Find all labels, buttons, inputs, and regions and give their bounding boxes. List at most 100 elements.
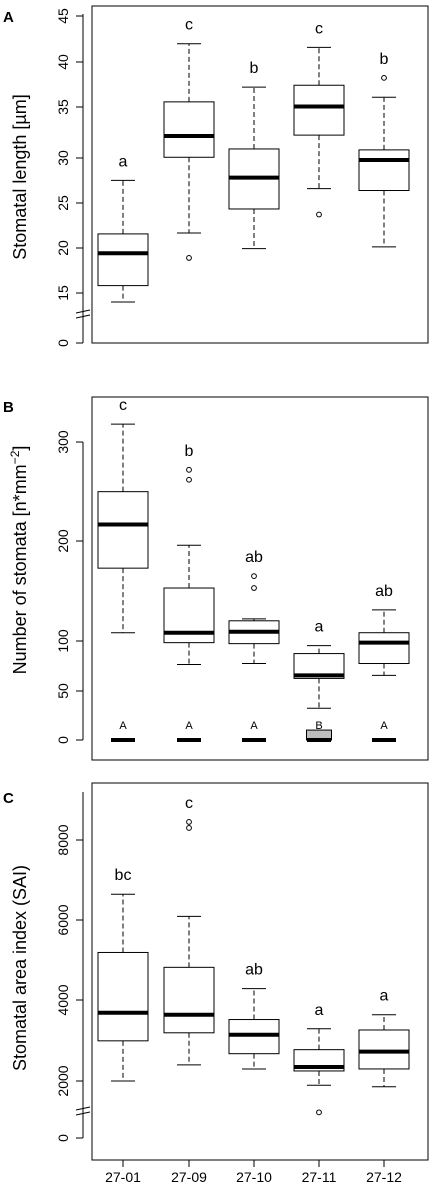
box-group: A [372, 720, 396, 742]
box-group: c [163, 795, 215, 1066]
panel-c-y-tick-label: 0 [55, 1134, 71, 1142]
panel-c-y-tick: 0 [55, 1134, 83, 1142]
panel-c-label: C [3, 790, 14, 807]
box-outlier [186, 819, 192, 825]
box-group: B [306, 720, 332, 742]
group-letter: b [250, 60, 259, 77]
x-tick-label: 27-12 [366, 1169, 402, 1185]
panel-c: C Stomatal area index (SAI) 0 2000 4000 … [3, 782, 429, 1185]
box-outlier [186, 476, 192, 483]
box-group: a [293, 619, 345, 709]
group-letter: a [315, 1002, 324, 1019]
panel-a-y-tick: 45 [55, 8, 83, 24]
panel-b-y-tick-label: 0 [55, 736, 71, 744]
panel-b-y-tick-label: 300 [55, 430, 71, 454]
group-letter: A [380, 720, 388, 732]
panel-c-y-axis-label: Stomatal area index (SAI) [10, 865, 30, 1071]
panel-a-y-tick: 40 [55, 54, 83, 70]
box-group: b [228, 60, 280, 250]
group-letter: A [119, 720, 127, 732]
box-group: b [358, 51, 410, 248]
panel-c-y-tick: 6000 [55, 904, 83, 936]
box-group: ab [228, 549, 280, 665]
panel-c-y-tick: 2000 [55, 1065, 83, 1097]
panel-b-plot-frame [91, 396, 429, 761]
panel-c-y-tick: 8000 [55, 824, 83, 856]
group-letter: ab [245, 549, 263, 566]
panel-b-y-axis-label-main: Number of stomata [n*mm [10, 464, 30, 674]
box-group: c [163, 17, 215, 261]
group-letter: b [380, 51, 389, 68]
panel-b-y-axis-label-sup: −2 [8, 450, 22, 464]
box-outlier [251, 573, 257, 579]
group-letter: b [185, 443, 194, 460]
x-tick: 27-10 [236, 1160, 272, 1185]
group-letter: a [380, 988, 389, 1005]
x-tick: 27-09 [171, 1160, 207, 1185]
panel-a-y-tick: 30 [55, 150, 83, 166]
box-body [163, 101, 215, 158]
group-letter: A [185, 720, 193, 732]
box-outlier [186, 825, 192, 831]
panel-a-plot-frame [91, 5, 429, 344]
panel-b-y-axis-label: Number of stomata [n*mm−2] [8, 446, 30, 675]
panel-a-y-tick-label: 20 [55, 240, 71, 256]
panel-a: A Stomatal length [µm] 0 15 20 25 30 35 … [3, 5, 429, 347]
panel-a-y-tick-label: 35 [55, 99, 71, 115]
box-body [97, 233, 149, 287]
box-group: a [358, 988, 410, 1088]
box-group: A [177, 720, 201, 742]
box-body [293, 84, 345, 136]
panel-a-y-tick-label: 15 [55, 285, 71, 301]
box-group: bc [97, 867, 149, 1082]
panel-b-y-tick: 300 [55, 430, 83, 454]
panel-a-y-tick: 35 [55, 99, 83, 115]
panel-c-y-tick-label: 8000 [55, 824, 71, 855]
panel-b-label: B [3, 399, 14, 416]
box-group: a [293, 1002, 345, 1116]
panel-b-y-tick: 100 [55, 629, 83, 653]
panel-c-y-tick: 4000 [55, 984, 83, 1016]
group-letter: B [315, 720, 322, 732]
group-letter: bc [115, 867, 132, 884]
panel-a-y-tick: 15 [55, 285, 83, 301]
box-outlier [251, 585, 257, 591]
panel-a-y-tick: 20 [55, 240, 83, 256]
panel-b-y-tick-label: 100 [55, 629, 71, 653]
panel-c-y-tick-label: 2000 [55, 1065, 71, 1096]
box-outlier [186, 255, 192, 261]
box-group: a [97, 153, 149, 303]
panel-a-y-tick-label: 45 [55, 8, 71, 24]
box-body [358, 149, 410, 192]
group-letter: c [119, 397, 127, 414]
box-group: c [293, 20, 345, 218]
box-group: A [111, 720, 135, 742]
group-letter: ab [245, 962, 263, 979]
panel-b-y-tick-label: 50 [55, 683, 71, 699]
x-tick-label: 27-01 [105, 1169, 141, 1185]
x-tick: 27-12 [366, 1160, 402, 1185]
box-body [97, 491, 149, 569]
box-body [163, 966, 215, 1034]
box-outlier [186, 466, 192, 473]
x-tick-label: 27-09 [171, 1169, 207, 1185]
box-group: ab [358, 583, 410, 676]
group-letter: a [315, 619, 324, 636]
panel-a-y-tick-label: 25 [55, 195, 71, 211]
group-letter: c [185, 795, 193, 812]
group-letter: c [185, 17, 193, 34]
panel-c-y-tick-label: 4000 [55, 984, 71, 1015]
group-letter: a [119, 153, 128, 170]
x-tick: 27-01 [105, 1160, 141, 1185]
box-group: A [242, 720, 266, 742]
panel-a-boxes: a c b c b [97, 17, 410, 303]
panel-a-axis-break [75, 309, 91, 319]
box-group: c [97, 397, 149, 634]
panel-b-y-tick: 0 [55, 736, 83, 744]
panel-b-y-tick: 200 [55, 529, 83, 553]
panel-b-y-tick: 50 [55, 683, 83, 699]
box-group: ab [228, 962, 280, 1070]
box-body [97, 951, 149, 1042]
group-letter: ab [375, 583, 393, 600]
panel-a-y-axis-label: Stomatal length [µm] [10, 94, 30, 259]
